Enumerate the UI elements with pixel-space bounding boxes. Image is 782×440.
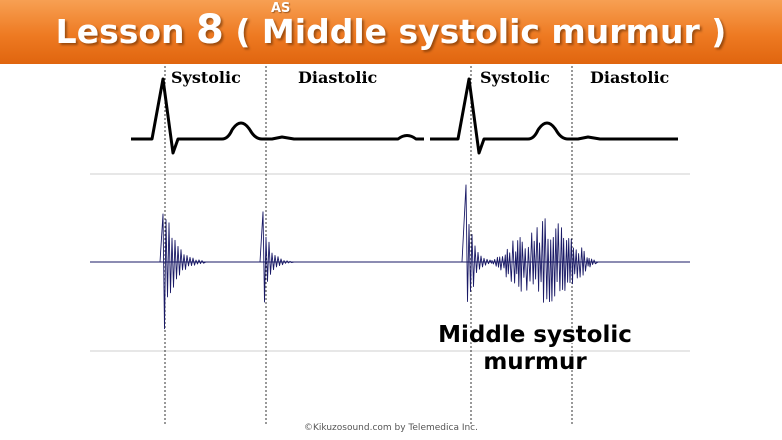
grid-lines	[90, 173, 690, 352]
lesson-topic: ( Middle systolic murmur )	[223, 12, 727, 51]
label-diastolic-1: Diastolic	[298, 68, 378, 87]
ecg-trace-1	[131, 77, 424, 155]
murmur-annotation: Middle systolic murmur	[415, 322, 655, 376]
as-superscript: AS	[271, 1, 291, 16]
murmur-annotation-line2: murmur	[483, 349, 587, 375]
label-diastolic-2: Diastolic	[590, 68, 670, 87]
lesson-prefix: Lesson	[55, 12, 197, 51]
label-systolic-2: Systolic	[480, 68, 550, 87]
murmur-annotation-line1: Middle systolic	[438, 322, 632, 348]
label-systolic-1: Systolic	[171, 68, 241, 87]
copyright-footer: ©Kikuzosound.com by Telemedica Inc.	[304, 423, 478, 433]
title-banner	[0, 0, 782, 64]
lesson-number: 8	[196, 7, 224, 53]
ecg-trace-2	[430, 77, 678, 155]
phonocardiogram-trace	[90, 184, 690, 330]
page-title: Lesson 8 ( Middle systolic murmur )	[0, 8, 782, 54]
